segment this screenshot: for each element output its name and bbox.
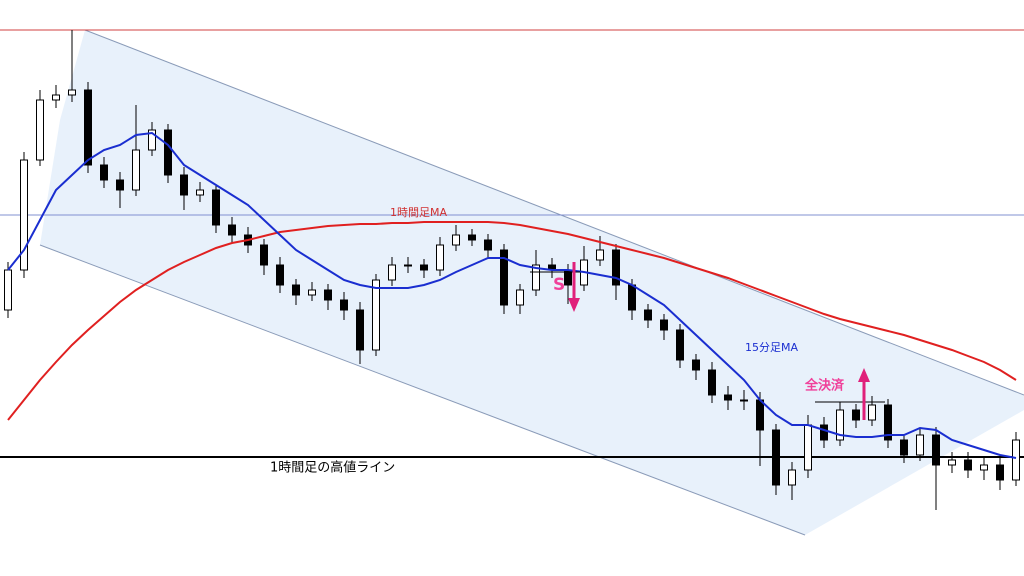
annotation: 全決済 bbox=[804, 378, 845, 394]
candle-body bbox=[324, 289, 332, 301]
candle-body bbox=[596, 249, 604, 261]
arrow-head bbox=[568, 298, 580, 312]
candle-body bbox=[388, 264, 396, 281]
candle-body bbox=[164, 129, 172, 176]
candle-body bbox=[84, 89, 92, 166]
candle-body bbox=[292, 284, 300, 296]
candle-body bbox=[308, 289, 316, 296]
candle-body bbox=[804, 424, 812, 471]
candle-body bbox=[404, 264, 412, 267]
candle-body bbox=[356, 309, 364, 351]
channel-lower bbox=[39, 244, 806, 536]
candle-body bbox=[740, 399, 748, 402]
candle-body bbox=[260, 244, 268, 266]
candle-body bbox=[996, 464, 1004, 481]
candle-body bbox=[516, 289, 524, 306]
candle-body bbox=[148, 129, 156, 151]
candle-body bbox=[500, 249, 508, 306]
candle-body bbox=[100, 164, 108, 181]
candle-body bbox=[1012, 439, 1020, 481]
candle-body bbox=[868, 404, 876, 421]
candle-body bbox=[436, 244, 444, 271]
candle-body bbox=[948, 459, 956, 466]
h-line-label: 1時間足の高値ライン bbox=[270, 460, 395, 476]
candle-body bbox=[916, 434, 924, 456]
candle-body bbox=[964, 459, 972, 471]
candle-body bbox=[660, 319, 668, 331]
candle-body bbox=[644, 309, 652, 321]
candle-body bbox=[116, 179, 124, 191]
candle-body bbox=[340, 299, 348, 311]
candle-body bbox=[708, 369, 716, 396]
candle-body bbox=[724, 394, 732, 401]
candle-body bbox=[484, 239, 492, 251]
channel-upper bbox=[84, 29, 1024, 396]
candle-body bbox=[196, 189, 204, 196]
candle-body bbox=[52, 94, 60, 101]
arrow-head bbox=[858, 368, 870, 382]
annotation: S bbox=[553, 275, 565, 295]
candle-body bbox=[532, 264, 540, 291]
candle-body bbox=[772, 429, 780, 486]
candle-body bbox=[276, 264, 284, 286]
candle-body bbox=[612, 249, 620, 286]
candle-body bbox=[884, 404, 892, 441]
candle-body bbox=[676, 329, 684, 361]
candle-body bbox=[900, 439, 908, 456]
ma-label: 1時間足MA bbox=[390, 206, 447, 219]
candle-body bbox=[36, 99, 44, 161]
candle-body bbox=[68, 89, 76, 96]
candle-body bbox=[212, 189, 220, 226]
candle-body bbox=[132, 149, 140, 191]
candle-body bbox=[4, 269, 12, 311]
candle-body bbox=[452, 234, 460, 246]
candle-body bbox=[932, 434, 940, 466]
candle-body bbox=[788, 469, 796, 486]
candle-body bbox=[372, 279, 380, 351]
candle-body bbox=[468, 234, 476, 241]
candle-body bbox=[980, 464, 988, 471]
ma-line bbox=[7, 221, 1017, 421]
candle-body bbox=[420, 264, 428, 271]
candle-body bbox=[180, 174, 188, 196]
candle-body bbox=[820, 424, 828, 441]
candle-body bbox=[692, 359, 700, 371]
ma-label: 15分足MA bbox=[745, 341, 798, 354]
candle-body bbox=[852, 409, 860, 421]
candle-body bbox=[20, 159, 28, 271]
candle-body bbox=[836, 409, 844, 441]
candle-body bbox=[756, 399, 764, 431]
candle-body bbox=[228, 224, 236, 236]
ma-line bbox=[7, 131, 1017, 459]
candle-body bbox=[628, 284, 636, 311]
